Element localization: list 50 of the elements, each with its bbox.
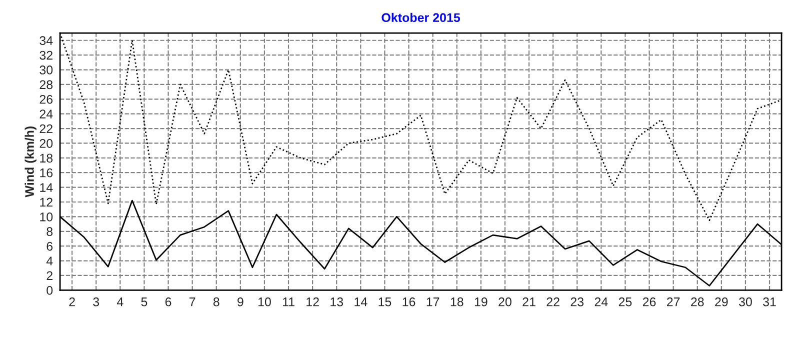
y-tick-label: 8 [46, 227, 53, 236]
x-tick-label: 28 [691, 297, 704, 306]
x-tick-label: 15 [378, 298, 392, 306]
y-tick-label: 6 [46, 242, 53, 251]
x-tick-label: 24 [594, 297, 608, 306]
y-tick-label: 24 [40, 110, 53, 118]
x-tick-label: 26 [642, 297, 656, 306]
x-tick-label: 30 [738, 297, 752, 306]
y-tick-label: 4 [46, 256, 53, 266]
x-tick-label: 12 [306, 297, 319, 306]
x-tick-label: 7 [189, 298, 196, 306]
x-tick-label: 2 [69, 297, 75, 306]
x-tick-label: 20 [498, 297, 512, 306]
x-tick-label: 18 [450, 297, 464, 306]
x-tick-label: 22 [546, 297, 560, 306]
x-tick-label: 11 [282, 298, 294, 306]
x-tick-label: 4 [116, 298, 124, 306]
x-tick-label: 31 [763, 297, 776, 306]
x-tick-label: 5 [141, 298, 148, 306]
x-tick-label: 29 [715, 297, 728, 306]
y-tick-label: 12 [40, 198, 52, 207]
x-tick-label: 25 [618, 297, 632, 306]
y-tick-label: 20 [40, 139, 53, 148]
x-tick-label: 27 [666, 297, 680, 306]
y-tick-label: 14 [40, 183, 53, 192]
x-tick-label: 8 [213, 297, 220, 306]
y-axis-title: Wind (km/h) [24, 126, 36, 198]
y-tick-label: 28 [40, 80, 53, 90]
x-tick-label: 6 [165, 297, 172, 306]
y-tick-label: 10 [40, 212, 53, 222]
y-tick-label: 34 [40, 36, 53, 46]
y-tick-label: 26 [40, 94, 53, 104]
x-tick-label: 3 [93, 297, 100, 306]
y-tick-label: 0 [46, 286, 53, 295]
y-tick-label: 22 [40, 124, 52, 134]
x-tick-label: 19 [474, 297, 488, 306]
x-tick-label: 23 [570, 297, 584, 306]
y-tick-label: 16 [40, 168, 53, 178]
x-tick-label: 17 [426, 298, 440, 306]
chart-title: Oktober 2015 [382, 12, 460, 22]
y-tick-label: 32 [40, 50, 52, 60]
y-tick-label: 30 [40, 66, 53, 74]
x-tick-label: 21 [522, 297, 536, 306]
y-tick-label: 18 [40, 154, 53, 163]
x-tick-label: 9 [238, 297, 244, 306]
x-tick-label: 16 [402, 297, 416, 306]
x-tick-label: 13 [330, 297, 344, 306]
x-tick-label: 10 [258, 297, 271, 306]
y-tick-label: 2 [46, 271, 52, 280]
x-tick-label: 14 [354, 298, 368, 306]
